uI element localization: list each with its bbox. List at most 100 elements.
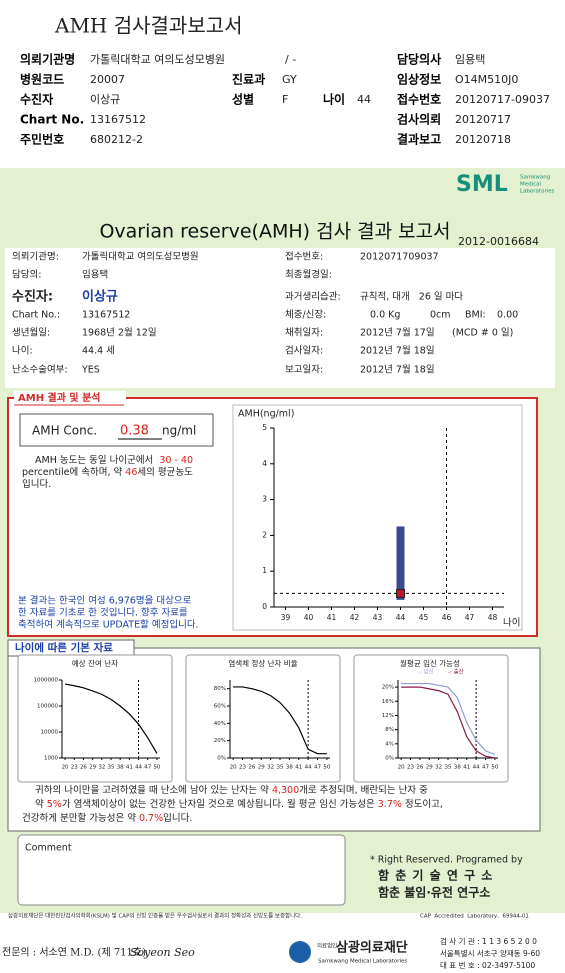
highlight: 30 - 40 [159, 455, 193, 466]
chart-yticks: 1 [262, 566, 267, 575]
yticks-label: 16% [382, 699, 394, 705]
yticks-label: 8% [385, 727, 394, 733]
receipt-no-value: 20120717-09037 [455, 93, 550, 106]
patient-value: 이상규 [82, 289, 118, 305]
chart-yticks: 5 [262, 423, 267, 432]
yticks-label: 4% [385, 741, 394, 747]
referrer-value: 가톨릭대학교 여의도성모병원 [82, 251, 199, 263]
referrer-note: / - [285, 53, 296, 66]
chart-y-label: AMH(ng/ml) [238, 409, 294, 420]
footer-cap: CAP Accredited Laboratory, 69944-01 [420, 914, 529, 920]
footer-address: 대 표 번 호 : 02-3497-5100 [440, 961, 535, 969]
panel [185, 654, 341, 783]
charts-xticks: 47 [144, 765, 151, 771]
credit-line1: * Right Reserved. Programed by [370, 855, 523, 866]
chart-xticks: 47 [465, 613, 475, 622]
chart-xticks: 39 [281, 613, 291, 622]
text: 건강하게 분만할 가능성은 약 [22, 812, 139, 824]
highlight: 5% [47, 799, 62, 810]
chart-no-value: 13167512 [82, 310, 130, 321]
receipt-label: 접수번호: [285, 251, 323, 263]
body-parts: 0.0 Kg [370, 310, 400, 321]
patient-label: 수진자 [20, 92, 53, 107]
birth-value: 1968년 2월 12일 [82, 327, 157, 339]
age-value: 44.4 세 [82, 346, 115, 357]
chart-xticks: 48 [488, 613, 498, 622]
charts-xticks: 35 [108, 765, 115, 771]
chart-no-label: Chart No. [20, 113, 84, 127]
doctor-label: 담당의사 [397, 52, 441, 67]
charts-xticks: 20 [398, 765, 405, 771]
age-data-section-title: 나이에 따른 기본 자료 [15, 641, 113, 654]
footer-address: 검 사 기 관 : 1 1 3 6 5 2 0 0 [440, 936, 537, 946]
chart-no-label: Chart No.: [12, 310, 60, 321]
amh-value [396, 588, 405, 598]
credit-line2: 함 춘 기 술 연 구 소 [378, 868, 493, 883]
body-label: 체중/신장: [285, 310, 326, 321]
body-parts: BMI: [465, 310, 486, 321]
clinical-info-label: 임상정보 [397, 72, 441, 87]
request-date-label: 검사의뢰 [397, 112, 441, 127]
charts-xticks: 29 [89, 765, 96, 771]
doctor-value: 임용택 [82, 269, 108, 281]
charts-xticks: 50 [491, 765, 498, 771]
charts-xticks: 23 [239, 765, 246, 771]
amh-label-bg [14, 391, 126, 405]
yticks-label: 0% [217, 756, 226, 762]
point-y: 0.38 [120, 424, 149, 439]
comment-box [17, 834, 346, 906]
charts-xticks: 47 [482, 765, 489, 771]
charts-xticks: 41 [463, 765, 470, 771]
referrer-label: 의뢰기관명: [12, 252, 59, 263]
patient-value: 이상규 [90, 93, 120, 106]
birth-label: 생년월일: [12, 327, 50, 339]
charts-xticks: 44 [305, 765, 312, 771]
line [401, 682, 496, 756]
charts-yticks: 1000 [44, 756, 58, 762]
amh-section-title: AMH 결과 및 분석 [18, 391, 101, 404]
charts-xticks: 20 [230, 765, 237, 771]
charts-xticks: 44 [135, 765, 142, 771]
conc-box [19, 413, 214, 447]
text: 가 염색체이상이 없는 건강한 난자일 것으로 예상됩니다. 월 평균 임신 가… [62, 798, 378, 810]
receipt-value: 2012071709037 [360, 252, 439, 263]
tested-value: 2012년 7월 18일 [360, 345, 435, 357]
charts-xticks: 35 [277, 765, 284, 771]
paragraph-line: percentile에 속하며, 약 46세의 평균농도 [22, 466, 193, 478]
lmp-label: 최종월경일: [285, 269, 332, 281]
footer-address: 서울특별시 서초구 양재동 9-60 [440, 948, 540, 958]
body-parts: 0cm [430, 310, 451, 321]
footer-signer: 전문의 : 서소연 M.D. (제 711호) [2, 947, 146, 959]
series-name: -: 출산 [448, 668, 464, 676]
line [401, 686, 495, 759]
report-logo-sub: Medical [520, 182, 542, 188]
comment-label: Comment [25, 843, 72, 854]
panel [17, 654, 173, 783]
charts-xticks: 50 [153, 765, 160, 771]
sex-label: 성별 [232, 92, 254, 107]
reported-label: 보고일자: [285, 365, 323, 376]
charts-xticks: 29 [426, 765, 433, 771]
referrer-label: 의뢰기관명 [20, 52, 75, 67]
charts-xticks: 41 [126, 765, 133, 771]
highlight: 46 [125, 467, 137, 478]
chart-yticks: 2 [262, 530, 267, 539]
text: 세의 평균농도 [137, 467, 193, 478]
report-logo-sub: Samkwang [520, 175, 550, 181]
charts-xticks: 38 [117, 765, 124, 771]
credit-line3: 함춘 불임·유전 연구소 [378, 885, 490, 900]
paragraph-line: 입니다. [22, 478, 51, 490]
text: percentile에 속하며, 약 [22, 466, 125, 478]
footer-org-type: 의료법인 [317, 942, 337, 950]
chart-xticks: 45 [419, 613, 429, 622]
report-logo: SML [456, 172, 508, 197]
paragraph-line: 약 5%가 염색체이상이 없는 건강한 난자일 것으로 예상됩니다. 월 평균 … [35, 798, 443, 810]
hospital-code-label: 병원코드 [20, 72, 64, 87]
charts-xticks: 29 [258, 765, 265, 771]
footer-strip [0, 925, 565, 969]
amh-note-lines: 한 자료를 기초로 한 것입니다. 향후 자료를 [18, 607, 188, 619]
chart-x-label: 나이 [503, 618, 520, 629]
sex-value: F [282, 93, 288, 106]
clinical-info-value: O14M510J0 [455, 73, 518, 86]
